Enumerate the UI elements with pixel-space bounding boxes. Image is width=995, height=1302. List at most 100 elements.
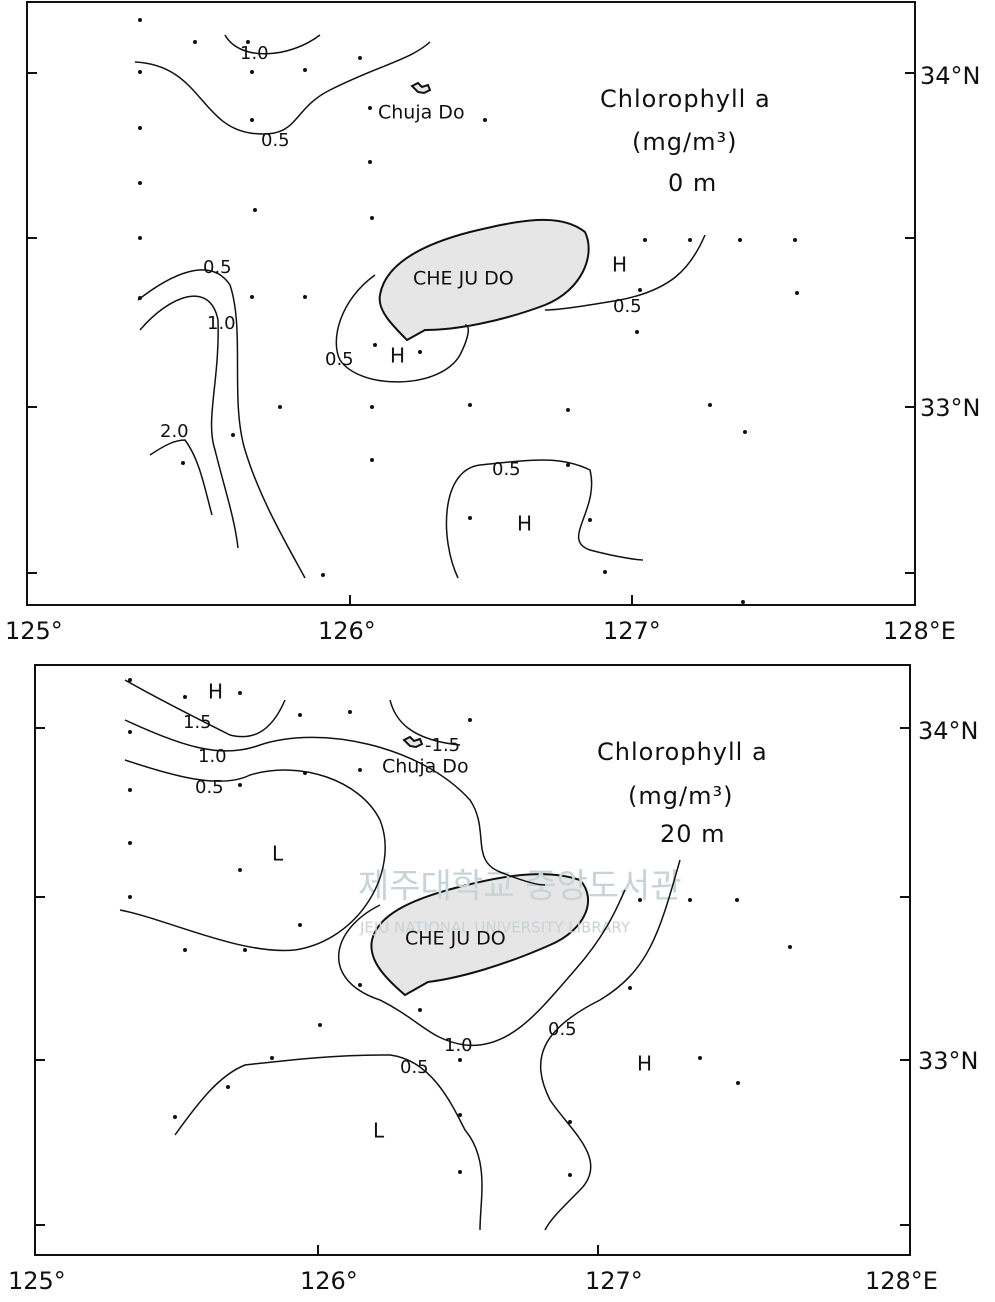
station-dot	[183, 695, 187, 699]
isoline	[445, 459, 644, 579]
high-marker: H	[637, 1052, 652, 1076]
station-dot	[566, 463, 570, 467]
station-dot	[795, 291, 799, 295]
low-marker: L	[272, 842, 284, 866]
isoline	[149, 439, 213, 516]
unit: (mg/m³)	[628, 782, 733, 810]
x-tick-label: 125°	[5, 617, 63, 645]
island-label: Chuja Do	[378, 102, 465, 124]
x-tick-label: 126°	[318, 617, 376, 645]
station-dot	[278, 405, 282, 409]
x-tick-label: 127°	[585, 1267, 643, 1295]
station-dot	[566, 408, 570, 412]
station-dot	[298, 713, 302, 717]
station-dot	[368, 106, 372, 110]
station-dot	[231, 433, 235, 437]
station-dot	[603, 570, 607, 574]
station-dot	[688, 238, 692, 242]
station-dot	[238, 868, 242, 872]
x-tick-label: 127°	[603, 617, 661, 645]
station-dot	[483, 118, 487, 122]
frame-ticks	[27, 72, 915, 605]
station-dot	[588, 518, 592, 522]
isoline	[544, 234, 706, 311]
station-dot	[741, 600, 745, 604]
station-dot	[128, 895, 132, 899]
isoline	[124, 719, 546, 886]
station-dot	[238, 691, 242, 695]
station-dot	[568, 1173, 572, 1177]
isoline	[539, 859, 681, 1231]
watermark: 제주대학교 중앙도서관	[358, 867, 682, 907]
station-dot	[788, 945, 792, 949]
isoline	[124, 679, 286, 738]
contour-label: 1.0	[444, 1035, 473, 1056]
station-dot	[468, 403, 472, 407]
island-label: CHE JU DO	[413, 268, 514, 290]
isoline	[338, 889, 626, 1047]
contour-label: 0.5	[613, 296, 642, 317]
contour-label: 1.0	[207, 313, 236, 334]
contour-label: 0.5	[203, 257, 232, 278]
station-dot	[138, 18, 142, 22]
station-dot	[358, 56, 362, 60]
station-dot	[138, 126, 142, 130]
contour-label: 1.0	[198, 746, 227, 767]
station-dot	[138, 181, 142, 185]
high-marker: H	[612, 253, 627, 277]
title: Chlorophyll a	[600, 85, 771, 113]
station-dot	[418, 1008, 422, 1012]
station-dot	[708, 403, 712, 407]
contour-label: 0.5	[548, 1019, 577, 1040]
station-dot	[128, 678, 132, 682]
station-dot	[468, 516, 472, 520]
low-marker: L	[373, 1119, 385, 1143]
station-dot	[243, 948, 247, 952]
station-dot	[181, 461, 185, 465]
station-dot	[468, 718, 472, 722]
station-dot	[348, 710, 352, 714]
station-dot	[373, 343, 377, 347]
isoline	[389, 699, 461, 746]
depth: 0 m	[668, 169, 717, 197]
station-dot	[738, 238, 742, 242]
chuja-island	[410, 81, 432, 95]
isoline	[174, 1054, 483, 1231]
station-dot	[370, 405, 374, 409]
station-dot	[458, 1058, 462, 1062]
stations	[138, 18, 799, 604]
contour-label: 1.0	[240, 43, 269, 64]
station-dot	[193, 40, 197, 44]
high-marker: H	[390, 344, 405, 368]
isoline	[134, 41, 431, 135]
frame-ticks	[35, 727, 910, 1255]
station-dot	[698, 1056, 702, 1060]
title: Chlorophyll a	[597, 738, 768, 766]
y-tick-label: 34°N	[918, 717, 979, 745]
isoline	[224, 34, 321, 55]
station-dot	[628, 986, 632, 990]
x-tick-label: 126°	[300, 1267, 358, 1295]
station-dot	[735, 898, 739, 902]
jeju-island	[378, 218, 590, 342]
station-dot	[568, 1120, 572, 1124]
station-dot	[458, 1170, 462, 1174]
station-dot	[736, 1081, 740, 1085]
station-dot	[138, 296, 142, 300]
station-dot	[138, 70, 142, 74]
station-dot	[173, 1115, 177, 1119]
station-dot	[638, 898, 642, 902]
station-dot	[250, 70, 254, 74]
island-label: CHE JU DO	[405, 928, 506, 950]
station-dot	[183, 948, 187, 952]
contour-label: 0.5	[195, 777, 224, 798]
chuja-island	[402, 735, 424, 749]
station-dot	[246, 40, 250, 44]
y-tick-label: 33°N	[918, 1047, 979, 1075]
station-dot	[128, 730, 132, 734]
contour-label: 0.5	[400, 1057, 429, 1078]
x-tick-label: 128°E	[883, 617, 956, 645]
station-dot	[458, 1113, 462, 1117]
station-dot	[321, 573, 325, 577]
